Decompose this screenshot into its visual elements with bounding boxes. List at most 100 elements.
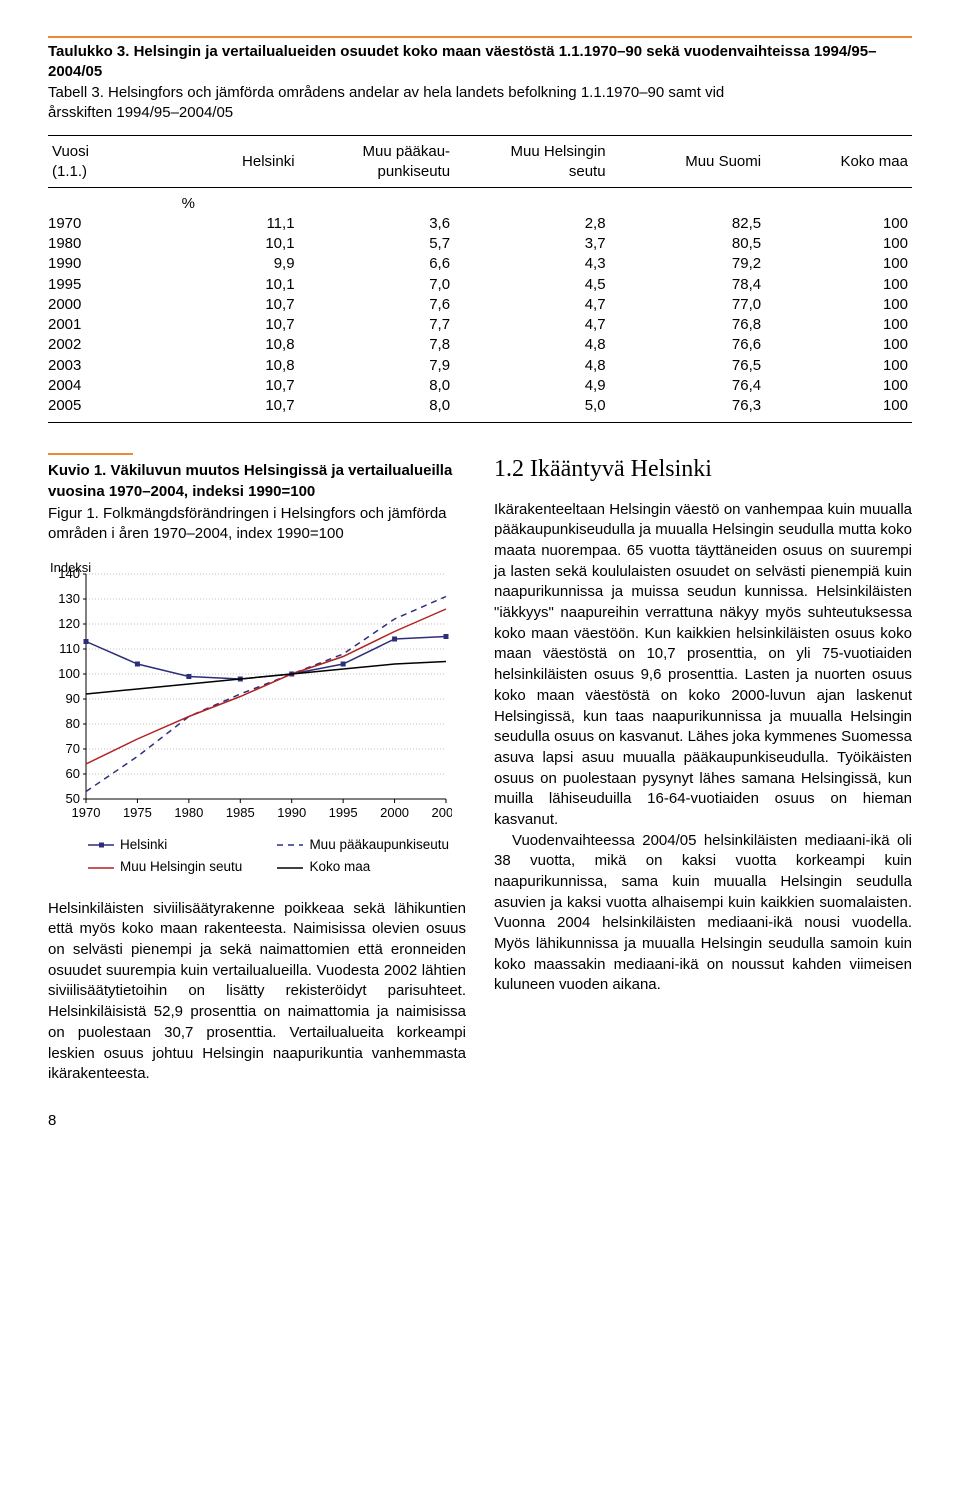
legend-item: Muu Helsingin seutu (88, 858, 269, 876)
right-paragraph-2: Vuodenvaihteessa 2004/05 helsinkiläisten… (494, 831, 912, 997)
table-cell: 100 (765, 214, 912, 234)
col-year: Vuosi (52, 143, 89, 160)
col-hseutu-1: Muu Helsingin (511, 143, 606, 160)
table-row: 200410,78,04,976,4100 (48, 376, 912, 396)
orange-rule-short (48, 453, 133, 455)
table-cell: 10,1 (152, 275, 299, 295)
table-cell: 76,4 (610, 376, 766, 396)
figure-1-chart: Indeksi506070809010011012013014019701975… (48, 560, 466, 876)
right-column: 1.2 Ikääntyvä Helsinki Ikärakenteeltaan … (494, 453, 912, 1085)
table-cell: 76,5 (610, 356, 766, 376)
table-cell: 10,1 (152, 234, 299, 254)
table-cell: 2,8 (454, 214, 610, 234)
table-cell: 5,0 (454, 396, 610, 422)
table-cell: 8,0 (299, 376, 455, 396)
section-heading: 1.2 Ikääntyvä Helsinki (494, 453, 912, 485)
table-row: 200310,87,94,876,5100 (48, 356, 912, 376)
table-title-sv-line2: årsskiften 1994/95–2004/05 (48, 103, 912, 123)
table-cell: 7,9 (299, 356, 455, 376)
svg-text:2005: 2005 (432, 805, 452, 820)
col-hseutu-2: seutu (569, 163, 606, 180)
svg-text:60: 60 (66, 766, 80, 781)
left-paragraph-1: Helsinkiläisten siviilisäätyrakenne poik… (48, 899, 466, 1085)
orange-rule (48, 36, 912, 38)
table-cell: 7,7 (299, 315, 455, 335)
table-cell: 4,9 (454, 376, 610, 396)
col-suomi: Muu Suomi (685, 153, 761, 170)
table-row: 199510,17,04,578,4100 (48, 275, 912, 295)
table-cell: 10,7 (152, 295, 299, 315)
table-cell: 1990 (48, 254, 152, 274)
svg-text:80: 80 (66, 716, 80, 731)
table-cell: 3,6 (299, 214, 455, 234)
left-column: Kuvio 1. Väkiluvun muutos Helsingissä ja… (48, 453, 466, 1085)
svg-text:1980: 1980 (174, 805, 203, 820)
table-cell: 80,5 (610, 234, 766, 254)
legend-item: Helsinki (88, 836, 269, 854)
legend-label: Koko maa (309, 858, 370, 876)
svg-text:1995: 1995 (329, 805, 358, 820)
svg-text:110: 110 (59, 641, 80, 656)
svg-text:70: 70 (66, 741, 80, 756)
table-cell: 1970 (48, 214, 152, 234)
table-3: Vuosi (1.1.) Helsinki Muu pääkau- punkis… (48, 135, 912, 423)
table-cell: 82,5 (610, 214, 766, 234)
table-row: 197011,13,62,882,5100 (48, 214, 912, 234)
table-cell: 100 (765, 295, 912, 315)
table-row: 200010,77,64,777,0100 (48, 295, 912, 315)
table-cell: 100 (765, 376, 912, 396)
table-cell: 2001 (48, 315, 152, 335)
legend-label: Muu Helsingin seutu (120, 858, 242, 876)
col-koko: Koko maa (840, 153, 908, 170)
svg-text:140: 140 (58, 566, 80, 581)
table-cell: 5,7 (299, 234, 455, 254)
col-helsinki: Helsinki (242, 153, 295, 170)
table-cell: 2005 (48, 396, 152, 422)
table-cell: 4,8 (454, 356, 610, 376)
table-cell: 10,8 (152, 335, 299, 355)
table-row: 200210,87,84,876,6100 (48, 335, 912, 355)
table-cell: 4,7 (454, 295, 610, 315)
table-cell: 78,4 (610, 275, 766, 295)
table-cell: 79,2 (610, 254, 766, 274)
table-cell: 77,0 (610, 295, 766, 315)
svg-text:130: 130 (58, 591, 80, 606)
table-row: 19909,96,64,379,2100 (48, 254, 912, 274)
right-paragraph-1: Ikärakenteeltaan Helsingin väestö on van… (494, 500, 912, 831)
legend-label: Helsinki (120, 836, 167, 854)
table-3-block: Taulukko 3. Helsingin ja vertailualueide… (48, 36, 912, 423)
table-cell: 10,8 (152, 356, 299, 376)
table-cell: 4,5 (454, 275, 610, 295)
right-body-text: Ikärakenteeltaan Helsingin väestö on van… (494, 500, 912, 997)
table-cell: 2004 (48, 376, 152, 396)
legend-item: Koko maa (277, 858, 458, 876)
svg-text:1985: 1985 (226, 805, 255, 820)
table-cell: 76,8 (610, 315, 766, 335)
col-pkseutu-2: punkiseutu (378, 163, 451, 180)
table-cell: 100 (765, 234, 912, 254)
svg-text:1975: 1975 (123, 805, 152, 820)
table-cell: 2000 (48, 295, 152, 315)
pct-row: % (48, 187, 912, 214)
left-body-text: Helsinkiläisten siviilisäätyrakenne poik… (48, 899, 466, 1085)
svg-text:50: 50 (66, 791, 80, 806)
table-cell: 100 (765, 315, 912, 335)
svg-text:100: 100 (58, 666, 80, 681)
table-cell: 4,3 (454, 254, 610, 274)
table-row: 198010,15,73,780,5100 (48, 234, 912, 254)
table-row: 200110,77,74,776,8100 (48, 315, 912, 335)
table-title-fi: Taulukko 3. Helsingin ja vertailualueide… (48, 42, 912, 83)
table-cell: 76,3 (610, 396, 766, 422)
table-cell: 100 (765, 396, 912, 422)
table-title-sv-line1: Tabell 3. Helsingfors och jämförda områd… (48, 83, 912, 103)
figure-title-sv: Figur 1. Folkmängdsförändringen i Helsin… (48, 504, 466, 545)
table-cell: 2003 (48, 356, 152, 376)
table-cell: 100 (765, 254, 912, 274)
col-pkseutu-1: Muu pääkau- (363, 143, 451, 160)
chart-legend: HelsinkiMuu pääkaupunkiseutuMuu Helsingi… (48, 832, 466, 876)
table-cell: 7,6 (299, 295, 455, 315)
col-year-sub: (1.1.) (52, 163, 87, 180)
svg-text:2000: 2000 (380, 805, 409, 820)
table-cell: 1980 (48, 234, 152, 254)
table-cell: 76,6 (610, 335, 766, 355)
